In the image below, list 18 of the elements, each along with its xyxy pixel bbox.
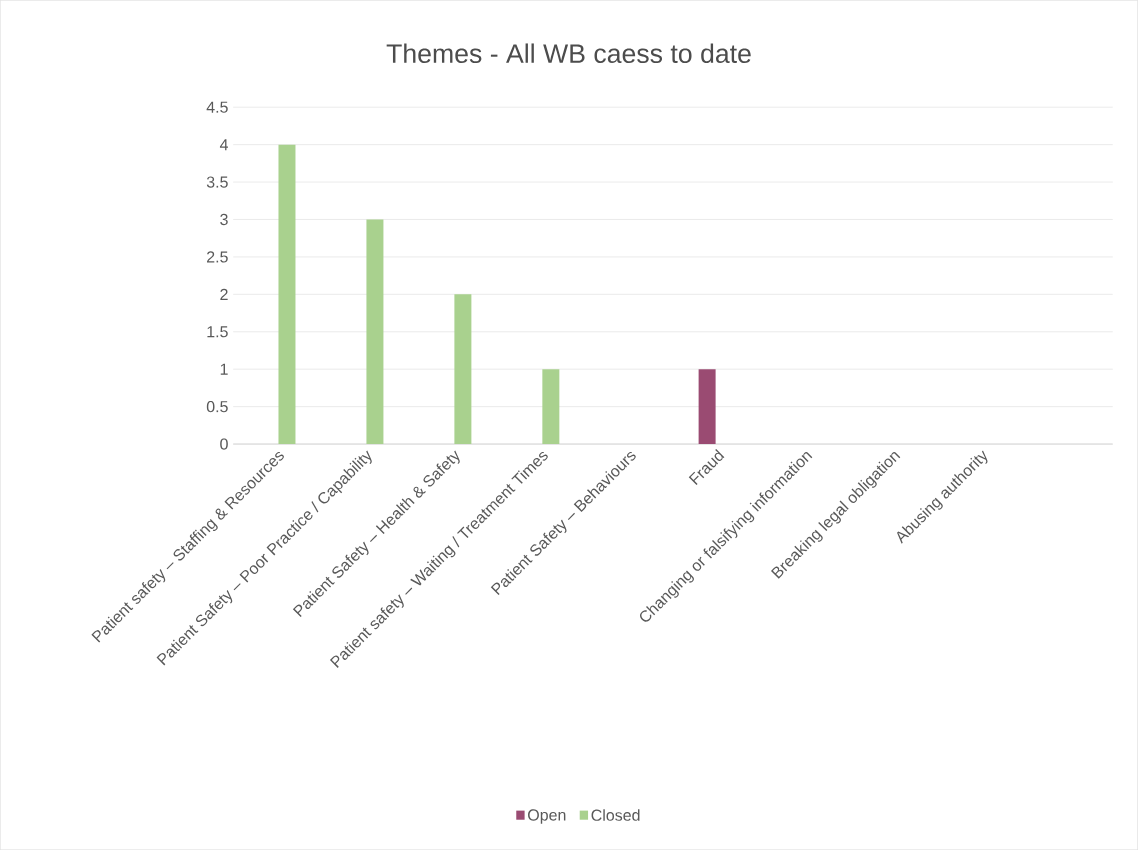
y-tick-label: 4.5: [206, 101, 228, 113]
bar: [698, 369, 716, 444]
legend-label: Open: [528, 809, 566, 824]
y-tick-label: 2.5: [207, 251, 228, 263]
y-tick-label: 3.5: [206, 176, 228, 188]
bar: [454, 294, 472, 444]
legend-label: Closed: [591, 809, 640, 821]
y-tick-label: 3: [220, 213, 228, 226]
y-tick-label: 1.5: [207, 326, 228, 338]
bar: [278, 144, 296, 444]
y-tick-label: 0: [220, 438, 228, 450]
y-tick-label: 1: [220, 363, 228, 375]
chart-title: Themes - All WB caess to date: [386, 43, 751, 63]
bar: [542, 369, 560, 444]
y-tick-label: 2: [220, 288, 228, 300]
bar: [366, 219, 384, 444]
y-tick-label: 4: [219, 139, 228, 151]
y-tick-label: 0.5: [206, 400, 228, 413]
